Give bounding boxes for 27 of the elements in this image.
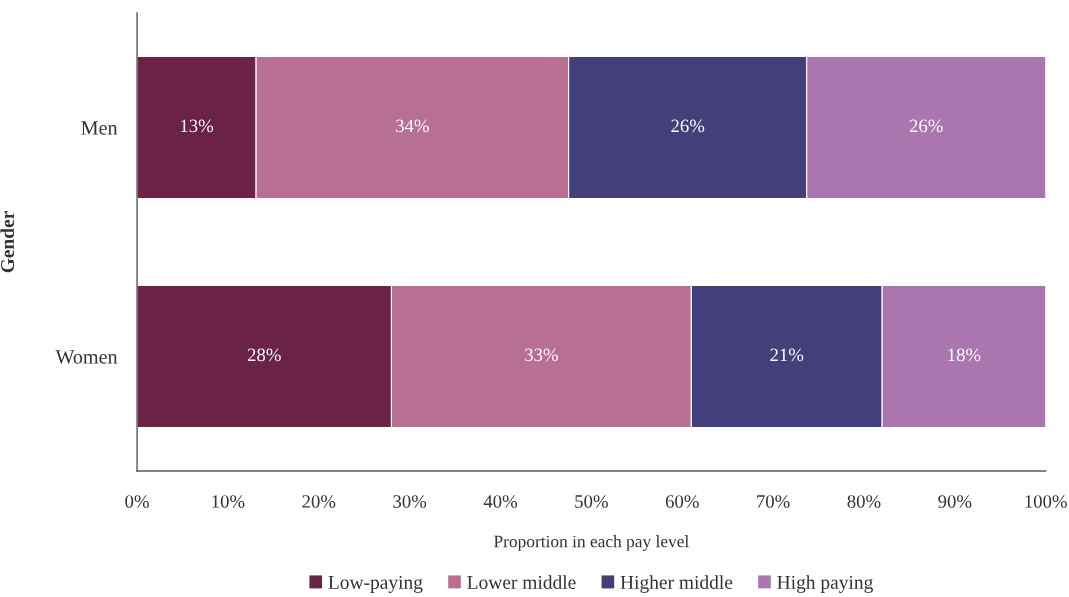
x-tick-label: 60%: [665, 495, 699, 508]
data-label: 21%: [770, 348, 804, 362]
data-label: 26%: [671, 119, 705, 133]
x-tick-label: 90%: [938, 495, 972, 508]
x-tick-label: 80%: [847, 495, 881, 508]
x-tick-label: 70%: [757, 495, 790, 508]
legend-label: Lower middle: [467, 575, 576, 589]
x-tick-label: 50%: [575, 495, 608, 508]
legend-label: Higher middle: [620, 575, 733, 593]
x-tick-label: 100%: [1025, 495, 1067, 508]
legend-label: High paying: [777, 575, 873, 593]
data-label: 34%: [396, 119, 429, 133]
y-tick-label: Women: [55, 350, 118, 364]
x-tick-label: 20%: [302, 495, 336, 508]
y-axis-title: Gender: [0, 211, 15, 273]
x-tick-label: 30%: [393, 495, 427, 508]
data-label: 33%: [525, 348, 558, 362]
x-tick-label: 40%: [483, 495, 518, 508]
legend-label: Low-paying: [328, 575, 423, 593]
x-axis-title: Proportion in each pay level: [494, 535, 689, 551]
x-tick-label: 0%: [125, 495, 149, 508]
data-label: 28%: [247, 348, 281, 362]
y-tick-label: Men: [81, 121, 118, 135]
data-label: 13%: [181, 119, 214, 133]
data-label: 18%: [948, 348, 981, 362]
data-label: 26%: [909, 119, 943, 133]
x-tick-label: 10%: [212, 495, 245, 508]
